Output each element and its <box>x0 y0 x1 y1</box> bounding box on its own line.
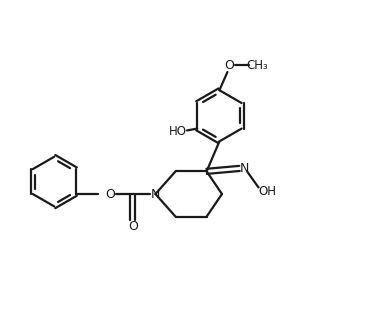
Text: OH: OH <box>258 185 276 197</box>
Text: CH₃: CH₃ <box>247 59 268 72</box>
Text: HO: HO <box>169 125 187 138</box>
Text: O: O <box>225 59 234 72</box>
Text: O: O <box>105 188 115 201</box>
Text: N: N <box>240 162 249 175</box>
Text: O: O <box>128 220 138 233</box>
Text: N: N <box>151 188 160 201</box>
